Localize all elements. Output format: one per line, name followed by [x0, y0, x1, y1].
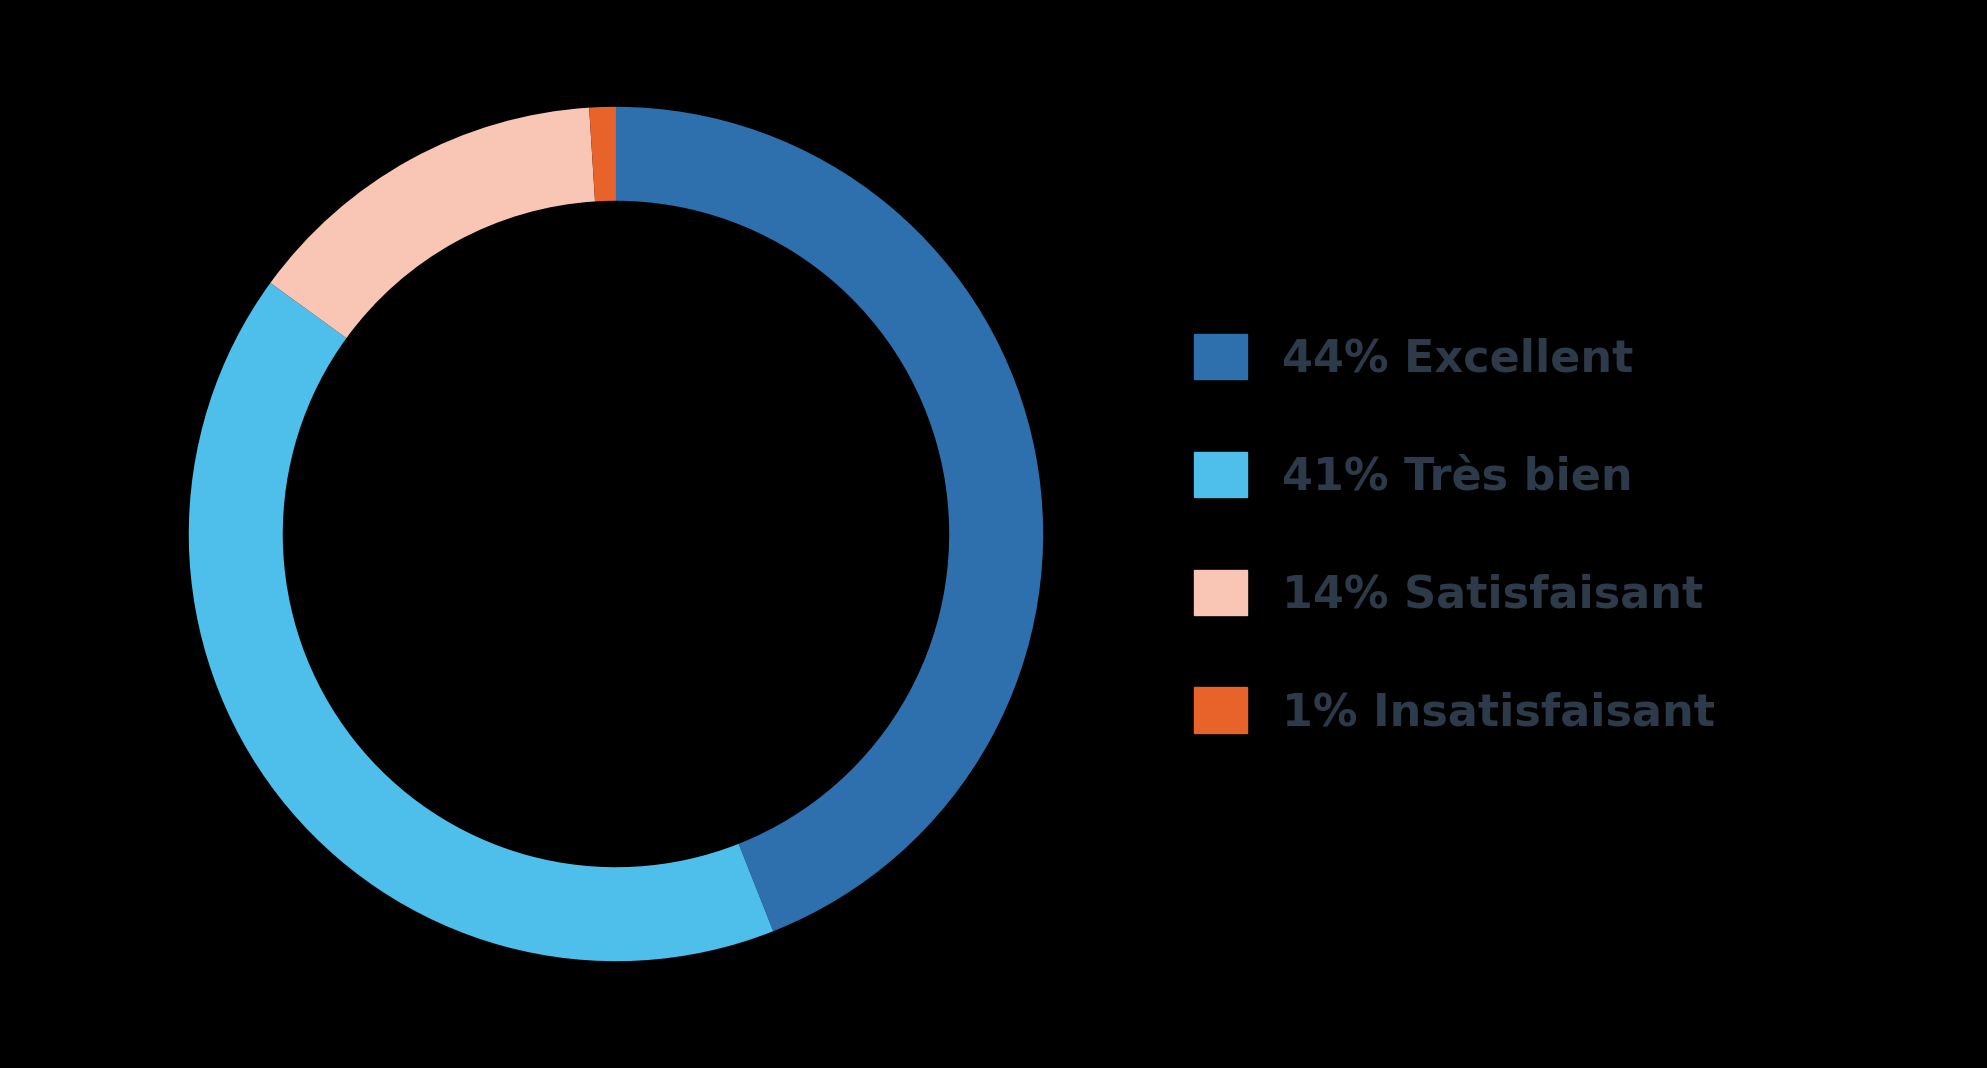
Wedge shape	[189, 283, 773, 961]
Wedge shape	[616, 107, 1043, 931]
Wedge shape	[270, 108, 594, 339]
Wedge shape	[590, 107, 616, 202]
Legend: 44% Excellent, 41% Très bien, 14% Satisfaisant, 1% Insatisfaisant: 44% Excellent, 41% Très bien, 14% Satisf…	[1194, 334, 1715, 734]
